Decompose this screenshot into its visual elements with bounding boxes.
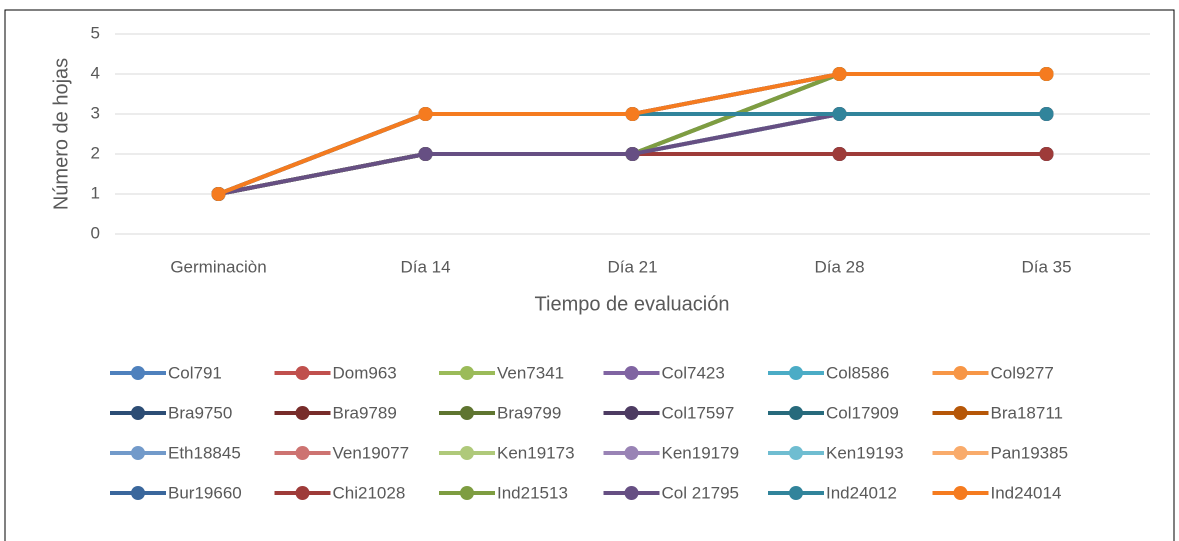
legend-marker bbox=[131, 406, 145, 420]
x-tick-label: Germinaciòn bbox=[170, 257, 266, 276]
legend-marker bbox=[789, 366, 803, 380]
y-tick-label: 1 bbox=[91, 183, 100, 202]
point bbox=[1039, 147, 1054, 161]
legend-marker bbox=[295, 366, 310, 380]
legend-label: Ken19173 bbox=[497, 443, 575, 462]
y-axis-title: Número de hojas bbox=[50, 58, 72, 210]
legend-label: Ken19193 bbox=[826, 443, 904, 462]
point bbox=[832, 107, 847, 121]
legend-marker bbox=[131, 486, 145, 500]
legend-marker bbox=[624, 406, 639, 420]
point bbox=[418, 147, 433, 161]
y-tick-label: 0 bbox=[91, 223, 100, 242]
legend-label: Ken19179 bbox=[662, 443, 740, 462]
legend-marker bbox=[624, 446, 639, 460]
legend-label: Pan19385 bbox=[991, 443, 1069, 462]
legend-label: Bur19660 bbox=[168, 483, 242, 502]
legend-marker bbox=[789, 406, 803, 420]
legend-label: Bra9789 bbox=[333, 403, 397, 422]
x-tick-label: Día 14 bbox=[400, 257, 450, 276]
legend-label: Col9277 bbox=[991, 363, 1054, 382]
legend-label: Ind21513 bbox=[497, 483, 568, 502]
y-tick-label: 2 bbox=[91, 143, 100, 162]
legend-label: Col791 bbox=[168, 363, 222, 382]
legend-label: Chi21028 bbox=[333, 483, 406, 502]
legend-marker bbox=[131, 366, 145, 380]
legend-marker bbox=[953, 446, 968, 460]
x-axis-title: Tiempo de evaluación bbox=[535, 293, 730, 315]
legend-marker bbox=[789, 446, 803, 460]
legend-marker bbox=[624, 366, 639, 380]
point bbox=[832, 147, 847, 161]
legend-marker bbox=[295, 446, 310, 460]
legend-label: Ind24012 bbox=[826, 483, 897, 502]
legend-label: Col7423 bbox=[662, 363, 725, 382]
point bbox=[832, 67, 847, 81]
legend-label: Bra9750 bbox=[168, 403, 232, 422]
legend-label: Bra9799 bbox=[497, 403, 561, 422]
legend-label: Bra18711 bbox=[991, 403, 1063, 422]
point bbox=[625, 147, 640, 161]
x-tick-label: Día 21 bbox=[607, 257, 657, 276]
legend-marker bbox=[295, 406, 310, 420]
legend-marker bbox=[953, 486, 968, 500]
x-tick-label: Día 35 bbox=[1021, 257, 1071, 276]
legend-marker bbox=[789, 486, 803, 500]
legend-marker bbox=[460, 366, 474, 380]
legend-marker bbox=[460, 406, 474, 420]
legend-marker bbox=[295, 486, 310, 500]
legend-marker bbox=[953, 366, 968, 380]
legend-label: Col8586 bbox=[826, 363, 889, 382]
y-tick-label: 5 bbox=[91, 23, 100, 42]
legend-label: Eth18845 bbox=[168, 443, 241, 462]
point bbox=[1039, 107, 1054, 121]
legend-label: Col 21795 bbox=[662, 483, 740, 502]
point bbox=[1039, 67, 1054, 81]
legend-marker bbox=[624, 486, 639, 500]
y-tick-label: 4 bbox=[91, 63, 100, 82]
legend-label: Col17597 bbox=[662, 403, 735, 422]
legend-marker bbox=[131, 446, 145, 460]
legend-marker bbox=[953, 406, 968, 420]
legend-label: Ven19077 bbox=[333, 443, 410, 462]
legend-label: Dom963 bbox=[333, 363, 397, 382]
point bbox=[625, 107, 640, 121]
point bbox=[418, 107, 433, 121]
legend-marker bbox=[460, 486, 474, 500]
legend-marker bbox=[460, 446, 474, 460]
y-tick-label: 3 bbox=[91, 103, 100, 122]
legend-label: Ven7341 bbox=[497, 363, 564, 382]
x-tick-label: Día 28 bbox=[814, 257, 864, 276]
point bbox=[211, 187, 226, 201]
legend-label: Col17909 bbox=[826, 403, 899, 422]
legend-label: Ind24014 bbox=[991, 483, 1062, 502]
